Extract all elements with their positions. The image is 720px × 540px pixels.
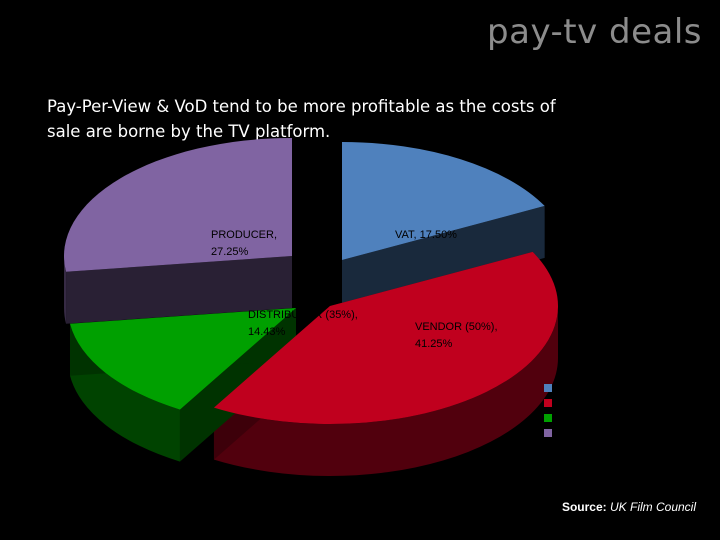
- pie-side-producer: [64, 256, 67, 324]
- pie-slice-vat: [342, 142, 545, 260]
- data-label-vat: VAT, 17.50%: [395, 229, 457, 241]
- legend-swatch-vat: [544, 384, 552, 392]
- pie-cut-vat-1: [342, 205, 545, 312]
- slide-subtitle: Pay-Per-View & VoD tend to be more profi…: [47, 97, 556, 141]
- pie-slice-producer: [63, 138, 292, 272]
- pie-slice-distributor-35: [70, 308, 296, 410]
- data-label-vendor-50: VENDOR (50%), 41.25%: [415, 321, 498, 350]
- source-text: UK Film Council: [609, 500, 696, 514]
- chart-legend: [544, 384, 552, 437]
- pie-slice-tops: [63, 138, 559, 425]
- pie-side-vendor-50: [213, 306, 559, 476]
- data-label-distributor-35: DISTRIBUTOR (35%), 14.43%: [248, 309, 358, 338]
- slide-title: pay-tv deals: [487, 12, 702, 52]
- source-label: Source:: [561, 500, 607, 514]
- pie-side-distributor-35: [70, 323, 180, 462]
- legend-swatch-vendor-50: [544, 399, 552, 407]
- pie-slice-vendor-50: [213, 251, 559, 425]
- pie-data-labels: VAT, 17.50% VENDOR (50%), 41.25% DISTRIBUTO…: [211, 229, 498, 350]
- pie-cut-producer-0: [66, 256, 292, 324]
- source-note: Source: UK Film Council: [562, 500, 696, 514]
- legend-swatch-producer: [544, 429, 552, 437]
- legend-swatch-distributor-35: [544, 414, 552, 422]
- data-label-producer: PRODUCER, 27.25%: [211, 229, 277, 258]
